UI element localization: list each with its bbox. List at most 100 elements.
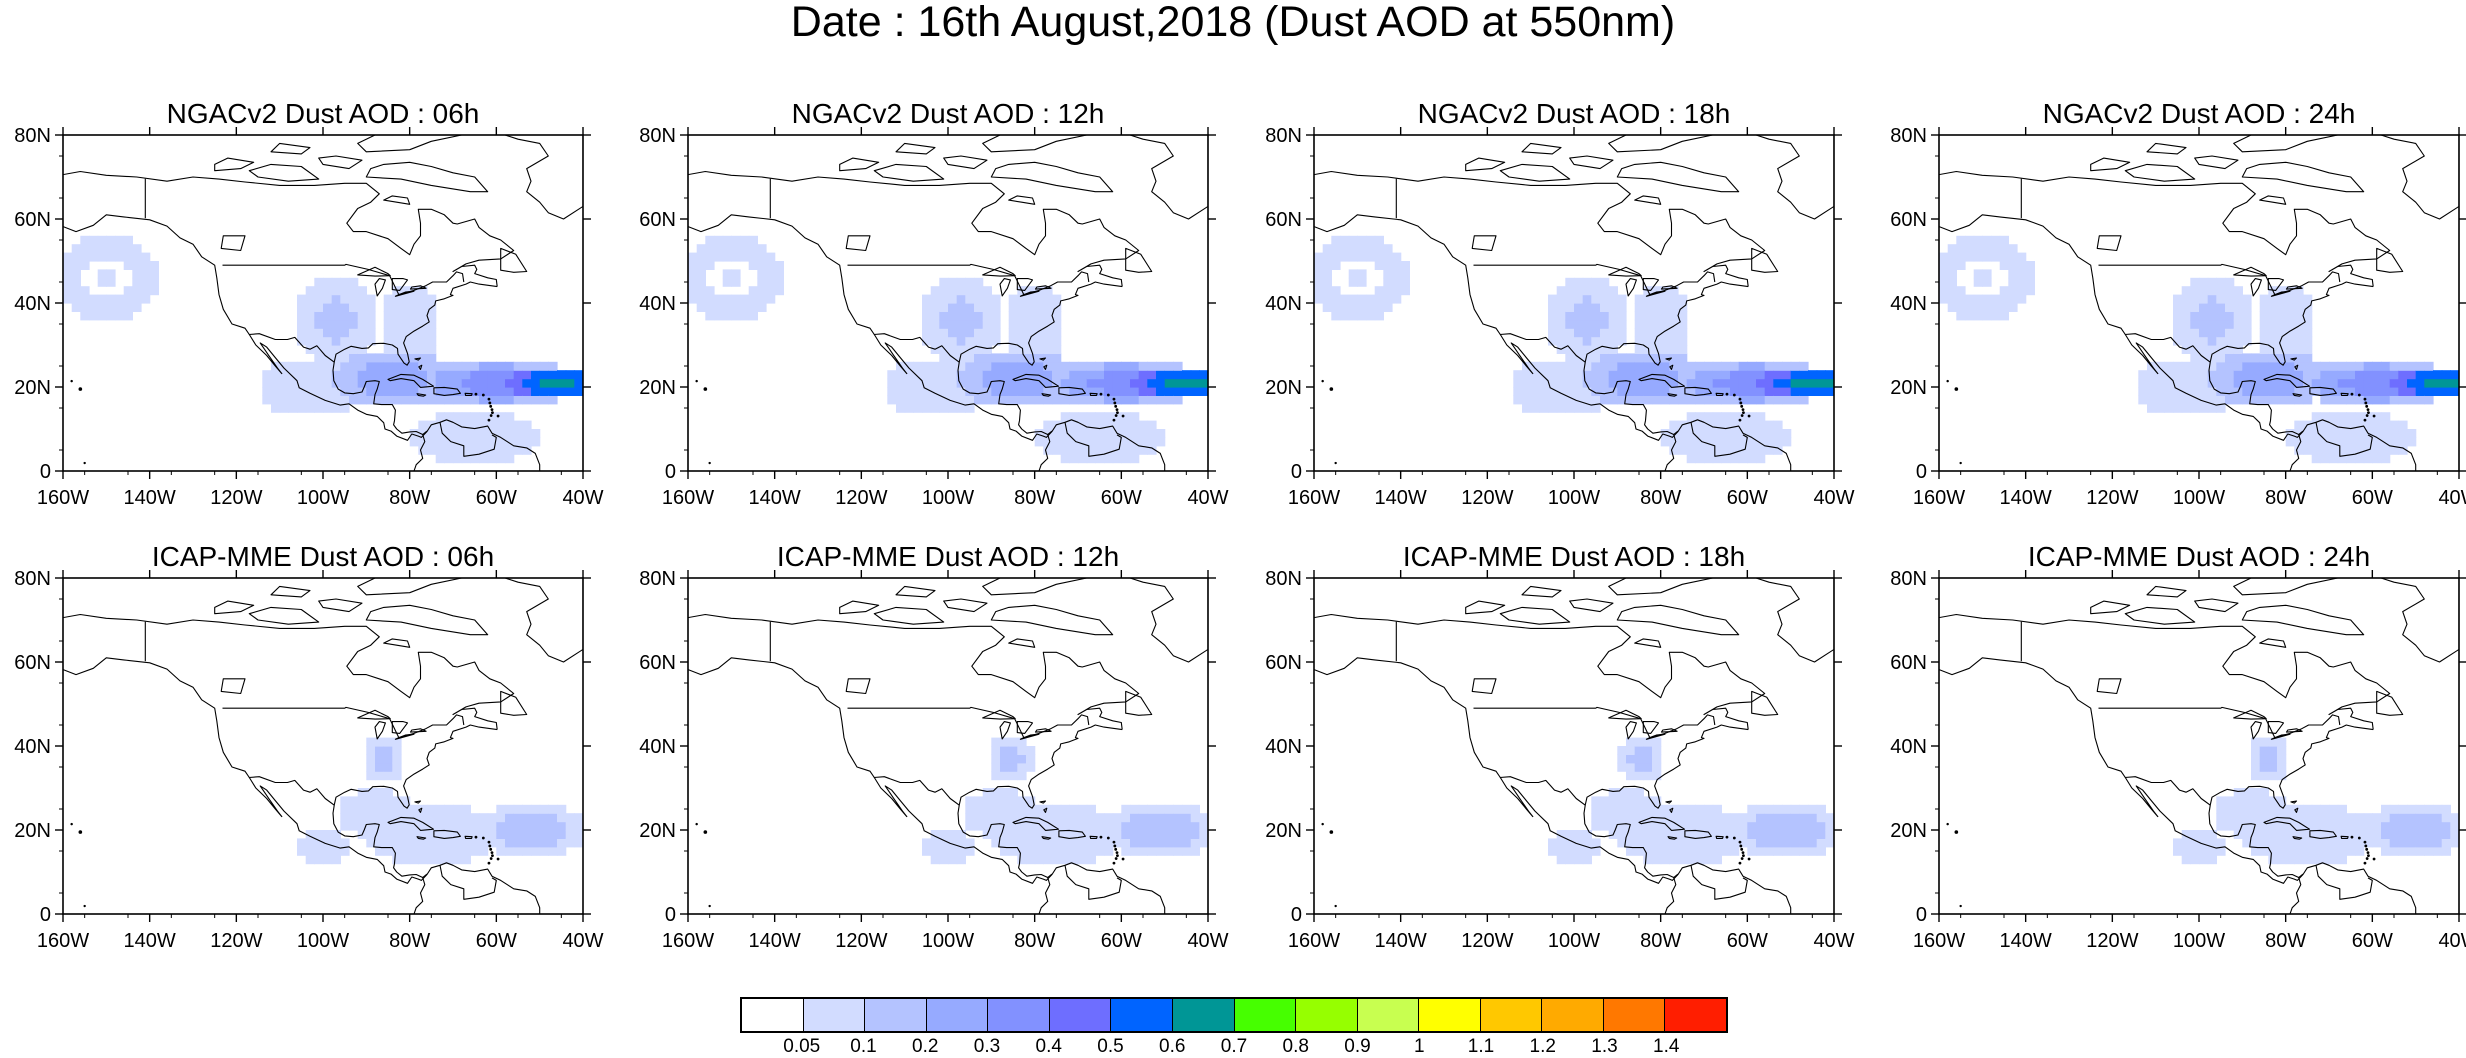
lon-tick-label: 120W: [835, 930, 887, 952]
lon-tick-label: 160W: [1913, 487, 1965, 509]
lon-tick-label: 60W: [1727, 487, 1768, 509]
lon-tick-label: 40W: [2438, 930, 2466, 952]
lat-tick-label: 0: [1291, 904, 1302, 926]
lat-tick-label: 0: [665, 904, 676, 926]
lat-tick-label: 0: [40, 461, 51, 483]
panel-title: ICAP-MME Dust AOD : 18h: [1403, 541, 1745, 572]
map-panel-6: ICAP-MME Dust AOD : 12h 160W 140W 120W 100W 8…: [639, 541, 1228, 952]
main-title: Date : 16th August,2018 (Dust AOD at 550…: [790, 0, 1676, 46]
dust-aod-field: [1314, 235, 1834, 464]
colorbar-swatch: [1357, 999, 1420, 1031]
panel-title: ICAP-MME Dust AOD : 06h: [152, 541, 494, 572]
lat-tick-label: 20N: [14, 377, 51, 399]
coastlines: [1939, 135, 2459, 471]
lon-tick-label: 100W: [297, 930, 349, 952]
coastlines: [1314, 135, 1834, 471]
lon-tick-label: 80W: [2265, 487, 2306, 509]
dust-aod-field: [922, 737, 1208, 865]
lat-tick-label: 60N: [14, 209, 51, 231]
panel-title: ICAP-MME Dust AOD : 12h: [777, 541, 1119, 572]
panel-title: NGACv2 Dust AOD : 06h: [167, 98, 480, 129]
panel-title: NGACv2 Dust AOD : 18h: [1418, 98, 1731, 129]
colorbar: [740, 997, 1728, 1033]
lon-tick-label: 120W: [210, 487, 262, 509]
coastlines: [63, 578, 583, 914]
colorbar-swatch: [1172, 999, 1235, 1031]
lat-tick-label: 20N: [639, 820, 676, 842]
colorbar-label: 0.3: [973, 1036, 1001, 1057]
lon-tick-label: 100W: [297, 487, 349, 509]
lon-tick-label: 40W: [1813, 487, 1854, 509]
colorbar-swatch: [1665, 999, 1726, 1031]
lon-tick-label: 80W: [389, 930, 430, 952]
dust-aod-field: [1548, 737, 1834, 865]
colorbar-swatch: [988, 999, 1050, 1031]
lon-tick-label: 140W: [1375, 930, 1427, 952]
lat-tick-label: 40N: [1890, 736, 1927, 758]
lat-tick-label: 0: [1291, 461, 1302, 483]
lon-tick-label: 160W: [662, 930, 714, 952]
lat-tick-label: 20N: [14, 820, 51, 842]
colorbar-swatch: [1234, 999, 1297, 1031]
lon-tick-label: 140W: [124, 930, 176, 952]
lon-tick-label: 40W: [562, 487, 603, 509]
lon-tick-label: 140W: [749, 930, 801, 952]
lat-tick-label: 20N: [1890, 820, 1927, 842]
lat-tick-label: 40N: [14, 736, 51, 758]
map-panel-3: NGACv2 Dust AOD : 18h 160W 140W 120W 100W 80W…: [1265, 98, 1854, 509]
lat-tick-label: 80N: [1890, 125, 1927, 147]
lon-tick-label: 60W: [476, 487, 517, 509]
lon-tick-label: 100W: [922, 930, 974, 952]
colorbar-label: 0.2: [912, 1036, 939, 1057]
dust-aod-field: [688, 235, 1208, 464]
colorbar-label: 1: [1413, 1036, 1425, 1057]
lon-tick-label: 80W: [1640, 487, 1681, 509]
panel-title: NGACv2 Dust AOD : 24h: [2043, 98, 2356, 129]
lon-tick-label: 100W: [922, 487, 974, 509]
lon-tick-label: 120W: [2086, 487, 2138, 509]
lon-tick-label: 40W: [2438, 487, 2466, 509]
lat-tick-label: 0: [1916, 904, 1927, 926]
lon-tick-label: 80W: [1014, 930, 1055, 952]
lat-tick-label: 0: [1916, 461, 1927, 483]
lat-tick-label: 40N: [639, 736, 676, 758]
colorbar-swatch: [1419, 999, 1481, 1031]
lat-tick-label: 40N: [1265, 736, 1302, 758]
colorbar-swatch: [1542, 999, 1604, 1031]
colorbar-swatch: [1049, 999, 1112, 1031]
colorbar-label: 0.5: [1097, 1036, 1124, 1057]
lat-tick-label: 40N: [1265, 293, 1302, 315]
lon-tick-label: 80W: [1640, 930, 1681, 952]
lon-tick-label: 60W: [2352, 487, 2393, 509]
panel-title: ICAP-MME Dust AOD : 24h: [2028, 541, 2370, 572]
colorbar-label: 0.9: [1344, 1036, 1371, 1057]
lat-tick-label: 60N: [1265, 209, 1302, 231]
colorbar-swatch: [1480, 999, 1543, 1031]
dust-aod-field: [297, 737, 583, 865]
colorbar-label: 0.7: [1220, 1036, 1248, 1057]
coastlines: [688, 135, 1208, 471]
lon-tick-label: 140W: [1375, 487, 1427, 509]
colorbar-swatch: [926, 999, 989, 1031]
colorbar-label: 0.6: [1159, 1036, 1186, 1057]
lat-tick-label: 20N: [1265, 377, 1302, 399]
map-panel-4: NGACv2 Dust AOD : 24h 160W 140W 120W 100W 80W…: [1890, 98, 2466, 509]
lon-tick-label: 40W: [1813, 930, 1854, 952]
lon-tick-label: 80W: [389, 487, 430, 509]
lon-tick-label: 160W: [1288, 487, 1340, 509]
lon-tick-label: 160W: [662, 487, 714, 509]
lon-tick-label: 120W: [2086, 930, 2138, 952]
coastlines: [688, 578, 1208, 914]
lon-tick-label: 40W: [1187, 487, 1228, 509]
lon-tick-label: 100W: [1548, 487, 1600, 509]
lat-tick-label: 40N: [1890, 293, 1927, 315]
lat-tick-label: 60N: [639, 652, 676, 674]
lat-tick-label: 20N: [639, 377, 676, 399]
lon-tick-label: 40W: [1187, 930, 1228, 952]
lon-tick-label: 60W: [1101, 930, 1142, 952]
coastlines: [1314, 578, 1834, 914]
lon-tick-label: 140W: [124, 487, 176, 509]
lat-tick-label: 60N: [1890, 209, 1927, 231]
lat-tick-label: 0: [665, 461, 676, 483]
colorbar-labels: 0.05 0.1 0.2 0.3 0.4 0.5 0.6 0.7 0.8 0.9 1 1.1 1.2 1.…: [740, 1036, 1728, 1058]
